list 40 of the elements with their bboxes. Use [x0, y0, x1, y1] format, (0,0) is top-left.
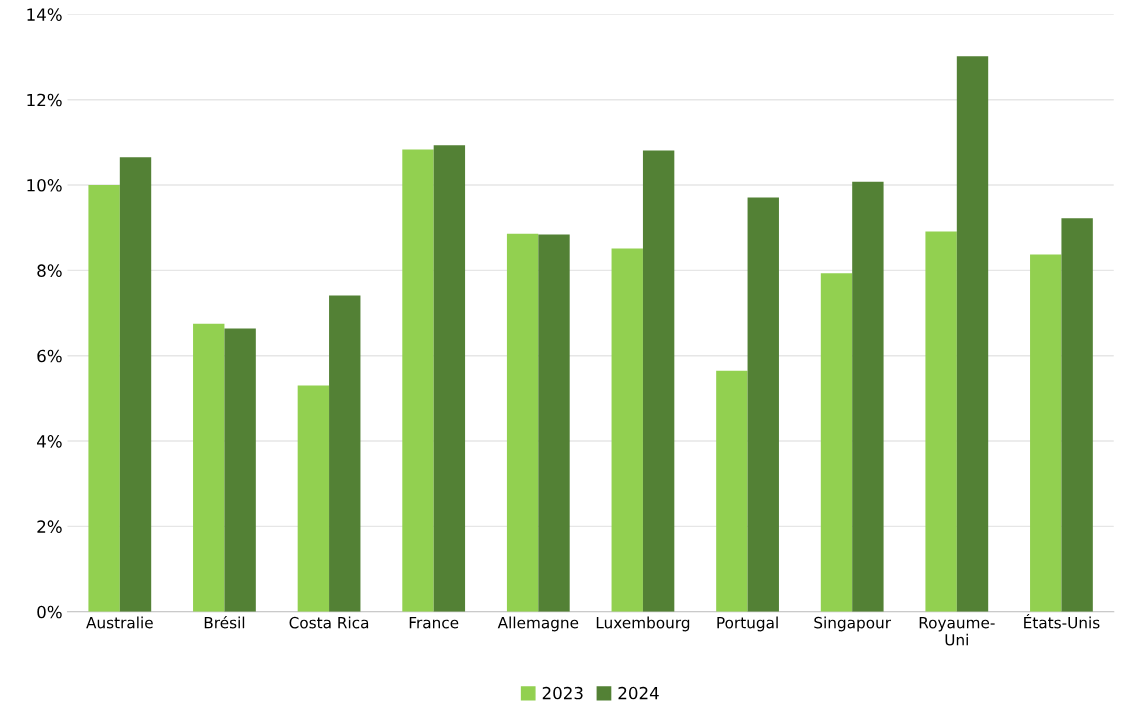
bar — [506, 233, 539, 612]
bar — [820, 273, 853, 612]
legend-label: 2023 — [542, 686, 583, 700]
bar — [433, 145, 466, 612]
y-tick-label: 12% — [27, 93, 62, 107]
y-tick-label: 4% — [37, 435, 62, 448]
bar — [925, 231, 957, 612]
bar — [193, 323, 225, 612]
bar — [224, 328, 256, 612]
bar — [747, 197, 779, 612]
bar — [642, 150, 675, 612]
bar — [297, 385, 330, 612]
y-tick-label: 8% — [37, 264, 62, 277]
bar — [538, 234, 570, 612]
x-tick-label: Costa Rica — [289, 616, 369, 629]
bar — [611, 248, 643, 612]
x-tick-label: Royaume- Uni — [919, 617, 995, 646]
legend-label: 2024 — [618, 686, 659, 700]
x-tick-label: Singapour — [814, 616, 892, 632]
x-tick-label: Portugal — [717, 616, 778, 632]
bar — [88, 185, 120, 612]
x-tick-label: États-Unis — [1024, 614, 1100, 629]
x-tick-label: Australie — [86, 616, 153, 629]
y-tick-label: 0% — [37, 605, 62, 619]
x-tick-label: Luxembourg — [596, 616, 690, 632]
bar — [329, 295, 361, 612]
bar — [1061, 218, 1093, 612]
bar — [119, 157, 152, 612]
x-tick-label: Brésil — [204, 615, 245, 629]
x-tick-label: France — [409, 617, 459, 629]
y-tick-label: 6% — [37, 349, 62, 363]
bar — [956, 56, 989, 612]
bar — [852, 181, 884, 612]
y-tick-label: 14% — [27, 8, 62, 21]
x-tick-label: Allemagne — [497, 616, 579, 632]
y-tick-label: 10% — [27, 179, 62, 192]
bar — [1030, 254, 1062, 612]
y-tick-label: 2% — [37, 520, 62, 533]
bar — [402, 149, 434, 612]
bar — [716, 370, 748, 612]
